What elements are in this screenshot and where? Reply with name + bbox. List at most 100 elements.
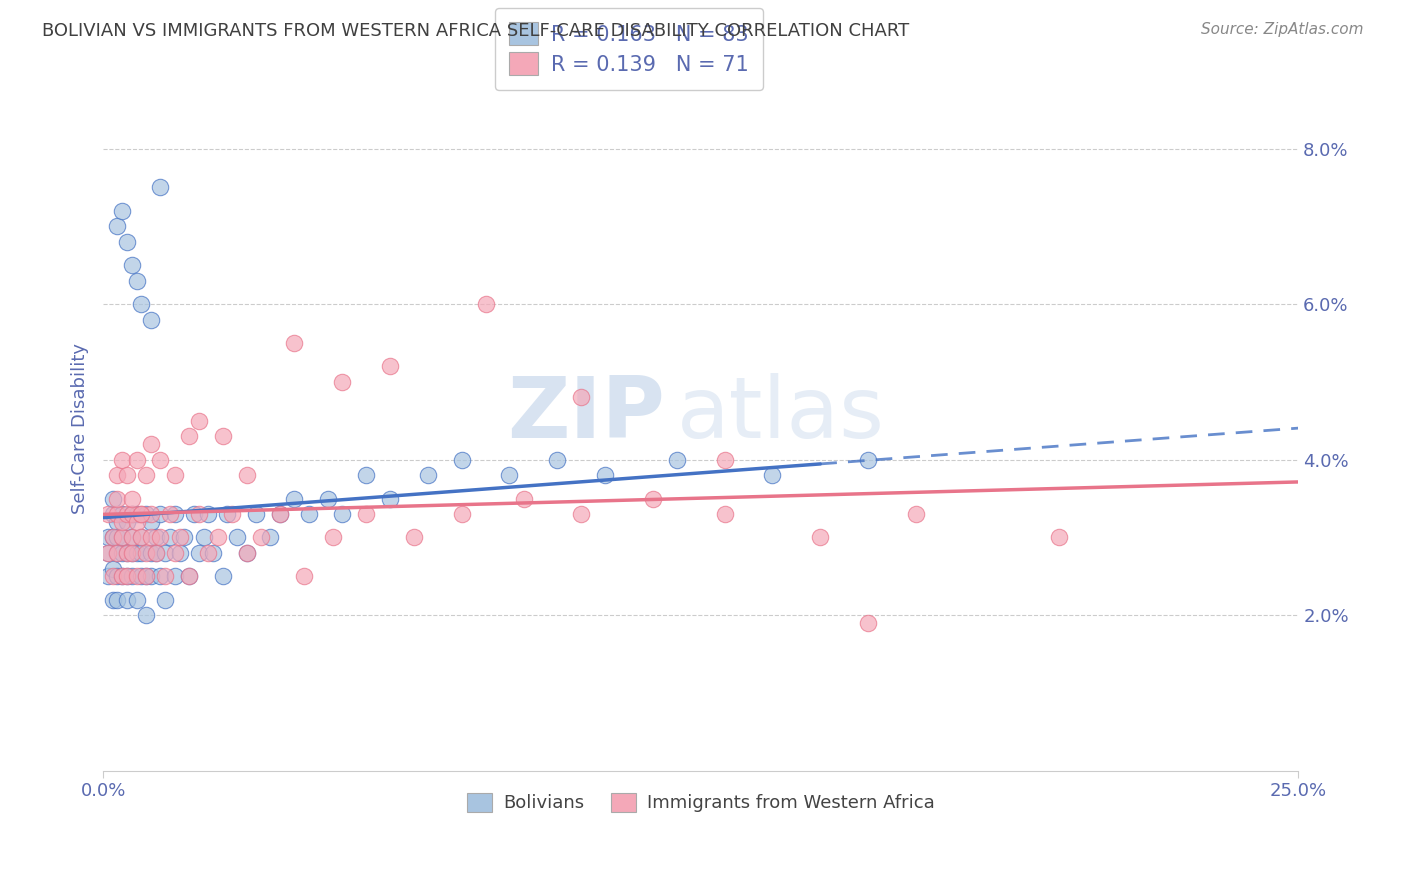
Point — [111, 569, 134, 583]
Point — [115, 507, 138, 521]
Point — [115, 515, 138, 529]
Point — [269, 507, 291, 521]
Point — [121, 258, 143, 272]
Point — [145, 546, 167, 560]
Point — [107, 592, 129, 607]
Point — [101, 561, 124, 575]
Point — [250, 530, 273, 544]
Point — [131, 530, 153, 544]
Point — [593, 468, 616, 483]
Point — [330, 507, 353, 521]
Point — [155, 569, 177, 583]
Point — [193, 530, 215, 544]
Point — [135, 569, 157, 583]
Point — [183, 507, 205, 521]
Point — [856, 615, 879, 630]
Point — [139, 569, 162, 583]
Point — [187, 507, 209, 521]
Point — [101, 491, 124, 506]
Point — [641, 491, 664, 506]
Point — [202, 546, 225, 560]
Point — [107, 569, 129, 583]
Point — [149, 530, 172, 544]
Point — [330, 375, 353, 389]
Text: BOLIVIAN VS IMMIGRANTS FROM WESTERN AFRICA SELF-CARE DISABILITY CORRELATION CHAR: BOLIVIAN VS IMMIGRANTS FROM WESTERN AFRI… — [42, 22, 910, 40]
Point — [169, 546, 191, 560]
Point — [761, 468, 783, 483]
Point — [111, 546, 134, 560]
Point — [298, 507, 321, 521]
Point — [155, 592, 177, 607]
Point — [107, 468, 129, 483]
Point — [139, 546, 162, 560]
Point — [121, 569, 143, 583]
Point — [149, 507, 172, 521]
Point — [111, 452, 134, 467]
Point — [101, 592, 124, 607]
Point — [163, 507, 186, 521]
Point — [856, 452, 879, 467]
Point — [197, 507, 219, 521]
Point — [378, 359, 401, 374]
Point — [513, 491, 536, 506]
Point — [217, 507, 239, 521]
Point — [354, 468, 377, 483]
Point — [245, 507, 267, 521]
Point — [155, 546, 177, 560]
Point — [121, 546, 143, 560]
Point — [145, 530, 167, 544]
Point — [97, 530, 120, 544]
Point — [159, 507, 181, 521]
Point — [569, 507, 592, 521]
Point — [115, 569, 138, 583]
Point — [235, 468, 257, 483]
Point — [131, 530, 153, 544]
Point — [1047, 530, 1070, 544]
Point — [107, 507, 129, 521]
Point — [665, 452, 688, 467]
Point — [131, 569, 153, 583]
Point — [111, 530, 134, 544]
Point — [125, 515, 148, 529]
Point — [235, 546, 257, 560]
Point — [107, 219, 129, 234]
Point — [97, 546, 120, 560]
Point — [149, 569, 172, 583]
Point — [569, 391, 592, 405]
Point — [179, 429, 201, 443]
Point — [135, 608, 157, 623]
Point — [354, 507, 377, 521]
Point — [101, 530, 124, 544]
Point — [97, 569, 120, 583]
Point — [226, 530, 249, 544]
Point — [187, 414, 209, 428]
Y-axis label: Self-Care Disability: Self-Care Disability — [72, 343, 89, 514]
Point — [145, 546, 167, 560]
Point — [179, 569, 201, 583]
Point — [904, 507, 927, 521]
Point — [169, 530, 191, 544]
Point — [450, 452, 472, 467]
Point — [187, 546, 209, 560]
Point — [121, 507, 143, 521]
Point — [107, 546, 129, 560]
Point — [111, 203, 134, 218]
Point — [163, 546, 186, 560]
Point — [111, 515, 134, 529]
Point — [107, 491, 129, 506]
Point — [316, 491, 339, 506]
Point — [159, 530, 181, 544]
Point — [149, 452, 172, 467]
Point — [713, 452, 735, 467]
Text: atlas: atlas — [676, 374, 884, 457]
Point — [283, 336, 305, 351]
Point — [292, 569, 315, 583]
Point — [402, 530, 425, 544]
Point — [111, 530, 134, 544]
Text: ZIP: ZIP — [508, 374, 665, 457]
Point — [322, 530, 344, 544]
Point — [808, 530, 831, 544]
Point — [163, 468, 186, 483]
Point — [139, 507, 162, 521]
Point — [121, 546, 143, 560]
